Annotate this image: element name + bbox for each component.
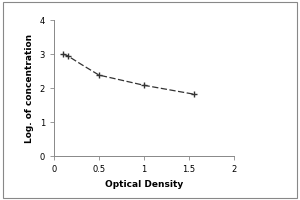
Y-axis label: Log. of concentration: Log. of concentration (25, 33, 34, 143)
X-axis label: Optical Density: Optical Density (105, 180, 183, 189)
